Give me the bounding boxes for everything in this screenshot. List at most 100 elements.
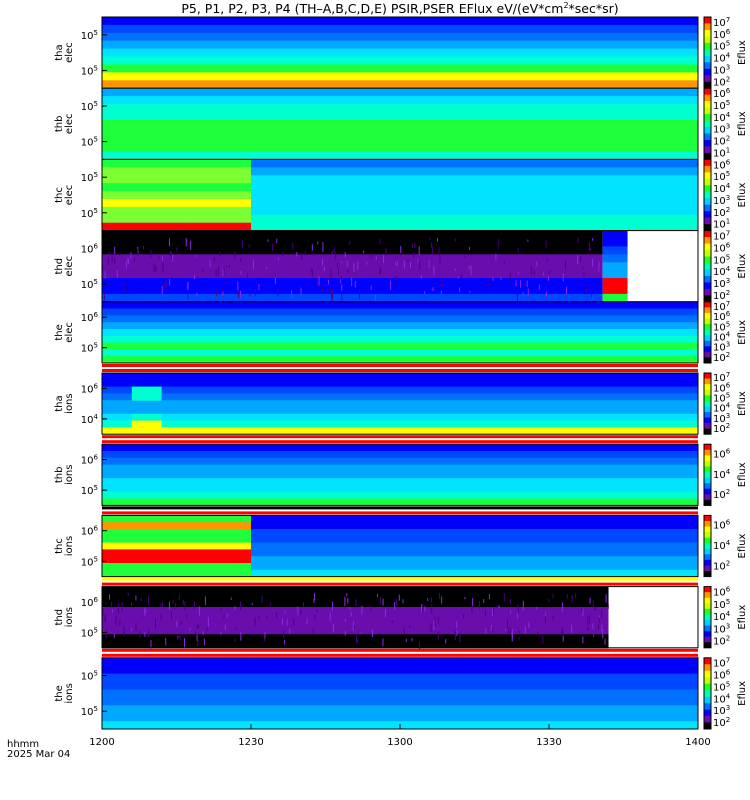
noise-mark xyxy=(433,266,435,276)
noise-mark xyxy=(428,260,430,269)
noise-mark xyxy=(581,608,583,613)
noise-mark xyxy=(589,597,591,604)
noise-mark xyxy=(160,614,162,621)
heatmap-cell xyxy=(602,270,628,279)
noise-mark xyxy=(427,597,429,602)
noise-mark xyxy=(589,247,591,251)
heatmap-cell xyxy=(102,393,698,401)
noise-mark xyxy=(582,636,584,644)
heatmap-cell xyxy=(102,634,609,642)
noise-mark xyxy=(507,628,509,635)
colorbar: 106 104 102 Eflux xyxy=(703,443,748,506)
colorbar-step xyxy=(704,269,711,277)
noise-mark xyxy=(297,606,299,616)
noise-mark xyxy=(196,292,198,297)
noise-mark xyxy=(327,279,329,285)
noise-mark xyxy=(509,599,511,604)
noise-mark xyxy=(281,618,283,625)
colorbar-tick-label: 103 xyxy=(713,63,730,76)
noise-mark xyxy=(105,602,107,605)
noise-mark xyxy=(592,258,594,267)
noise-mark xyxy=(445,639,447,644)
colorbar-step xyxy=(704,81,711,89)
noise-mark xyxy=(119,619,121,626)
noise-mark xyxy=(220,631,222,635)
colorbar-step xyxy=(704,295,711,303)
no-data-region xyxy=(627,230,698,302)
flag-stripe xyxy=(102,364,698,367)
noise-mark xyxy=(580,256,582,262)
noise-mark xyxy=(601,624,603,632)
panel-ylabel-species: ions xyxy=(64,536,75,556)
heatmap-cell xyxy=(102,478,698,486)
noise-mark xyxy=(215,291,217,297)
heatmap-cell xyxy=(102,167,251,176)
noise-mark xyxy=(431,246,433,254)
noise-mark xyxy=(150,249,152,259)
noise-mark xyxy=(357,639,359,643)
heatmap-cell xyxy=(102,697,698,706)
colorbar-step xyxy=(704,406,711,413)
heatmap-cell xyxy=(102,542,251,550)
colorbar-step xyxy=(704,62,711,70)
panel-ylabel-probe: thb xyxy=(54,466,65,483)
y-tick-label: 105 xyxy=(81,705,98,718)
noise-mark xyxy=(131,628,133,632)
heatmap-cell xyxy=(102,641,609,649)
noise-mark xyxy=(179,635,181,641)
noise-mark xyxy=(528,621,530,628)
noise-mark xyxy=(380,270,382,274)
time-axis: 1200 1230 1300 1330 1400 xyxy=(89,724,711,748)
heatmap-cell xyxy=(251,556,698,564)
noise-mark xyxy=(123,282,125,293)
colorbar-label: Eflux xyxy=(737,320,748,345)
colorbar-label: Eflux xyxy=(737,605,748,630)
noise-mark xyxy=(323,266,325,270)
heatmap-cell xyxy=(251,214,698,224)
colorbar-step xyxy=(704,217,711,225)
noise-mark xyxy=(351,277,353,287)
noise-mark xyxy=(437,631,439,640)
heatmap-cell xyxy=(102,485,698,493)
colorbar-step xyxy=(704,619,711,626)
heatmap-cell xyxy=(102,464,698,472)
noise-mark xyxy=(150,639,152,649)
colorbar-step xyxy=(704,75,711,83)
noise-mark xyxy=(598,618,600,624)
heatmap-cell xyxy=(102,96,698,105)
noise-mark xyxy=(272,243,274,252)
heatmap-cell xyxy=(102,64,698,73)
noise-mark xyxy=(346,261,348,267)
noise-mark xyxy=(442,278,444,289)
noise-mark xyxy=(605,594,607,603)
colorbar-step xyxy=(704,636,711,643)
panel-ylabel-probe: thd xyxy=(54,609,65,626)
panel-frame xyxy=(101,372,699,435)
heatmap-cell xyxy=(102,322,698,330)
heatmap-cell xyxy=(102,301,698,310)
noise-mark xyxy=(170,252,172,260)
heatmap-cell xyxy=(602,230,628,240)
noise-mark xyxy=(195,255,197,258)
noise-mark xyxy=(495,605,497,609)
noise-mark xyxy=(196,624,198,629)
noise-mark xyxy=(412,243,414,247)
colorbar-tick-label: 102 xyxy=(713,206,730,219)
noise-mark xyxy=(160,603,162,607)
noise-mark xyxy=(430,597,432,603)
heatmap-cell xyxy=(251,563,698,571)
colorbar-step xyxy=(704,423,711,429)
heatmap-cell xyxy=(102,713,698,722)
noise-mark xyxy=(237,281,239,291)
panel-frame xyxy=(101,514,699,578)
colorbar-tick-label: 103 xyxy=(713,622,730,635)
noise-mark xyxy=(546,291,548,297)
heatmap-cell xyxy=(102,681,698,690)
y-tick-label: 105 xyxy=(81,207,98,220)
heatmap-cell xyxy=(102,451,698,459)
colorbar-tick-label: 104 xyxy=(713,402,731,415)
noise-mark xyxy=(602,629,604,639)
